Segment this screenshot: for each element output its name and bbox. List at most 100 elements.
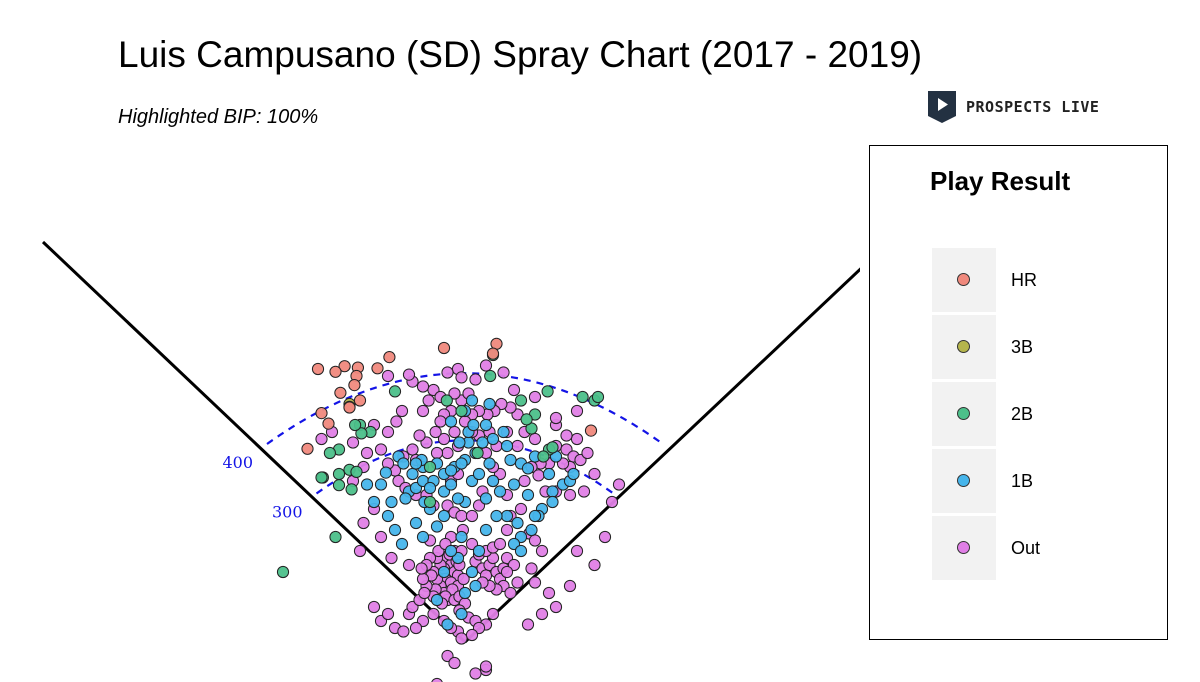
point-out (346, 436, 360, 449)
point-1b (360, 478, 374, 491)
point-1b (483, 457, 496, 470)
point-out (577, 485, 591, 498)
point-1b (379, 466, 392, 479)
point-1b (437, 509, 451, 523)
point-out (448, 656, 461, 670)
point-1b (458, 586, 472, 600)
legend-label-2b: 2B (1011, 404, 1034, 424)
point-out (521, 618, 535, 631)
point-1b (497, 425, 510, 439)
point-out (469, 667, 482, 680)
point-out (455, 509, 468, 523)
point-1b (455, 530, 468, 544)
point-out (385, 551, 398, 565)
point-2b (484, 369, 497, 383)
point-out (542, 586, 556, 600)
point-1b (472, 467, 486, 481)
point-1b (455, 607, 468, 621)
point-hr (329, 365, 342, 378)
point-out (441, 366, 454, 379)
point-2b (591, 390, 605, 404)
point-out (455, 371, 468, 384)
point-out (430, 446, 444, 460)
point-1b (528, 509, 542, 523)
point-1b (479, 523, 493, 537)
point-1b (467, 418, 480, 432)
point-out (374, 530, 388, 544)
point-1b (409, 516, 423, 530)
point-2b (349, 418, 362, 432)
point-1b (455, 457, 468, 470)
point-out (448, 425, 461, 439)
point-out (374, 443, 388, 456)
point-1b (500, 439, 514, 453)
point-2b (329, 530, 342, 544)
point-1b (504, 453, 517, 467)
point-out (493, 537, 507, 551)
point-1b (423, 481, 437, 495)
point-hr (371, 362, 384, 375)
spray-chart: 300 400 (41, 240, 860, 682)
point-hr (301, 442, 314, 455)
point-out (500, 565, 514, 579)
legend: Play Result HR 3B 2B 1B Out (869, 145, 1168, 640)
point-out (525, 562, 538, 575)
point-out (469, 373, 482, 386)
point-out (402, 368, 416, 381)
point-out (390, 415, 403, 428)
point-1b (472, 544, 486, 558)
point-hr (486, 347, 500, 360)
point-1b (514, 544, 528, 558)
legend-label-out: Out (1011, 538, 1041, 558)
point-1b (437, 565, 451, 579)
legend-label-3b: 3B (1011, 337, 1034, 357)
point-hr (338, 360, 351, 373)
point-1b (444, 478, 458, 491)
point-out (413, 429, 426, 442)
point-out (353, 544, 367, 558)
legend-swatch-1b (957, 474, 970, 487)
legend-swatch-3b (957, 340, 970, 353)
series-hr (301, 337, 598, 455)
point-1b (406, 467, 419, 481)
point-out (535, 607, 549, 621)
point-out (497, 366, 510, 379)
point-2b (546, 441, 559, 454)
point-hr (383, 351, 396, 364)
point-1b (479, 492, 493, 505)
point-1b (567, 467, 580, 481)
legend-label-1b: 1B (1011, 471, 1034, 491)
point-2b (440, 394, 453, 407)
point-out (514, 502, 528, 516)
point-2b (332, 467, 346, 481)
point-1b (546, 495, 559, 509)
legend-key-hr (932, 248, 996, 312)
point-out (528, 576, 542, 589)
point-2b (455, 404, 468, 418)
point-2b (514, 394, 528, 407)
right-foul-line (463, 267, 860, 644)
point-hr (437, 341, 451, 355)
point-out (549, 600, 563, 614)
point-out (448, 387, 461, 400)
point-out (381, 369, 395, 383)
distance-label-300: 300 (272, 503, 303, 522)
point-hr (584, 424, 598, 437)
play-shield-icon (928, 91, 956, 123)
point-out (416, 404, 430, 418)
point-1b (521, 488, 535, 502)
point-out (581, 446, 594, 460)
chart-title: Luis Campusano (SD) Spray Chart (2017 - … (118, 34, 923, 75)
point-1b (374, 478, 388, 491)
point-1b (521, 462, 535, 475)
point-hr (334, 386, 347, 399)
point-hr (315, 407, 328, 420)
point-2b (323, 446, 336, 460)
point-2b (388, 385, 402, 398)
point-1b (469, 579, 482, 593)
point-1b (430, 520, 444, 533)
left-foul-line (41, 240, 467, 644)
series-2b (276, 348, 605, 579)
point-out (507, 383, 521, 397)
legend-label-hr: HR (1011, 270, 1037, 290)
